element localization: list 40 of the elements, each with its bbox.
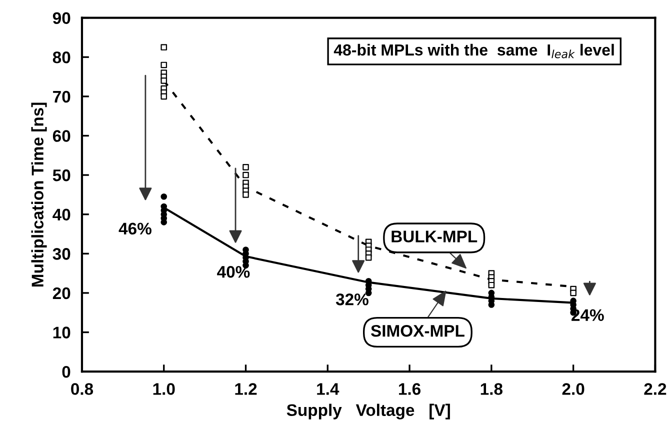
annotation: 32% [336, 293, 368, 306]
x-tick-label: 1.6 [399, 383, 421, 395]
x-tick-label: 0.8 [71, 383, 94, 395]
point [242, 164, 249, 170]
y-tick-label: 10 [53, 326, 70, 338]
point [570, 290, 576, 296]
y-tick-label: 90 [52, 12, 70, 24]
x-tick-label: 1.2 [235, 383, 257, 395]
x-tick-label: 1.4 [317, 383, 340, 395]
point [365, 254, 372, 261]
x-axis-title: Supply Voltage [V] [286, 404, 450, 420]
annotation: 40% [217, 266, 250, 278]
point [160, 219, 168, 226]
point [160, 44, 168, 50]
point [488, 302, 495, 308]
x-tick-label: 2.0 [562, 383, 584, 395]
y-tick-label: 70 [53, 90, 70, 103]
annotation: 24% [572, 309, 604, 321]
point [242, 172, 249, 178]
x-tick-label: 1.0 [153, 383, 175, 395]
series-label: SIMOX-MPL [370, 324, 464, 337]
y-tick-label: 40 [52, 208, 70, 221]
y-axis-title: Multiplication Time [ns] [31, 102, 47, 286]
point [160, 62, 168, 68]
y-tick-label: 60 [52, 130, 70, 142]
y-tick-label: 20 [52, 287, 70, 300]
y-tick-label: 0 [62, 366, 70, 378]
annotation: 46% [118, 222, 152, 235]
point [160, 78, 168, 84]
point [160, 194, 168, 200]
text: 48-bit MPLs with the same I$_{leak}$ level [334, 44, 614, 58]
point [488, 282, 495, 288]
point [160, 93, 168, 100]
x-tick-label: 2.2 [644, 383, 666, 395]
x-tick-label: 1.8 [480, 383, 502, 395]
y-tick-label: 80 [52, 52, 70, 64]
series-label: BULK-MPL [392, 230, 478, 242]
point [242, 192, 249, 198]
y-tick-label: 30 [52, 248, 70, 260]
y-tick-label: 50 [52, 169, 70, 182]
